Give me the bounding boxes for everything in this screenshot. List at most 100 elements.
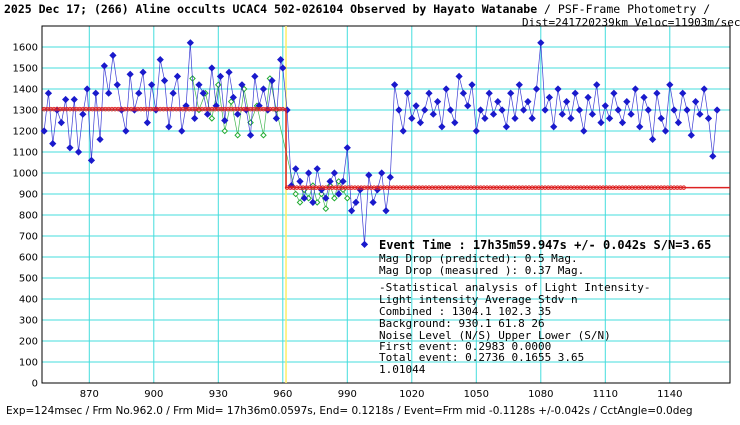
data-point: [360, 240, 369, 249]
data-point: [550, 123, 558, 131]
data-point: [640, 93, 648, 102]
y-tick-label: 400: [19, 295, 38, 306]
data-point: [221, 116, 229, 125]
data-point: [713, 106, 721, 114]
data-point: [292, 190, 300, 198]
data-point: [339, 177, 347, 186]
data-point: [666, 81, 674, 89]
data-point: [623, 97, 631, 106]
data-point: [636, 123, 644, 131]
chart-title: 2025 Dec 17; (266) Aline occults UCAC4 5…: [4, 2, 711, 16]
data-point: [203, 110, 212, 118]
data-point: [322, 194, 330, 202]
data-point: [143, 118, 151, 127]
data-point: [532, 85, 541, 93]
event-time: Event Time : 17h35m59.947s +/- 0.042s S/…: [379, 238, 711, 252]
data-point: [148, 81, 156, 89]
data-point: [588, 110, 597, 118]
data-point: [593, 81, 601, 89]
data-point: [335, 190, 343, 198]
data-point: [62, 95, 70, 104]
data-point: [283, 106, 291, 114]
data-point: [126, 70, 134, 78]
data-point: [433, 97, 442, 106]
data-point: [541, 106, 549, 114]
data-point: [260, 131, 267, 139]
data-point: [580, 127, 588, 135]
x-tick-label: 990: [338, 389, 357, 400]
data-point: [109, 51, 117, 60]
data-point: [696, 110, 704, 118]
data-point: [700, 85, 708, 93]
data-point: [83, 85, 91, 93]
noise-first: First event: 0.2983 0.0000: [379, 340, 551, 353]
data-point: [670, 106, 678, 114]
x-tick-label: 900: [144, 389, 163, 400]
y-tick-label: 300: [19, 316, 38, 327]
data-point: [687, 131, 695, 139]
data-point: [614, 106, 622, 114]
data-point: [683, 106, 691, 114]
data-point: [105, 89, 113, 97]
mag-drop-predicted: Mag Drop (predicted): 0.5 Mag.: [379, 252, 578, 265]
data-point: [113, 81, 121, 89]
data-point: [567, 114, 575, 123]
data-point: [498, 106, 506, 114]
data-point: [395, 106, 403, 114]
stat-background: Background: 930.1 61.8 26: [379, 317, 545, 330]
data-point: [545, 93, 554, 102]
data-point: [528, 114, 536, 123]
data-point: [511, 114, 519, 123]
mag-drop-measured: Mag Drop (measured ): 0.37 Mag.: [379, 264, 584, 277]
x-tick-label: 1110: [593, 389, 618, 400]
x-tick-label: 1080: [528, 389, 553, 400]
data-point: [386, 173, 394, 181]
data-point: [173, 72, 182, 81]
data-point: [494, 97, 502, 106]
data-point: [169, 89, 177, 97]
data-point: [481, 114, 489, 123]
data-point: [352, 198, 360, 207]
x-tick-label: 870: [80, 389, 99, 400]
data-point: [571, 89, 579, 97]
data-point: [403, 89, 412, 97]
data-point: [49, 139, 57, 148]
data-point: [74, 148, 83, 156]
y-tick-label: 200: [19, 337, 38, 348]
y-tick-label: 1600: [13, 43, 38, 54]
data-point: [309, 198, 317, 207]
data-point: [234, 110, 242, 118]
x-tick-label: 1050: [464, 389, 489, 400]
data-point: [644, 106, 652, 114]
data-point: [610, 89, 618, 97]
data-point: [272, 114, 280, 123]
data-point: [451, 118, 459, 127]
data-point: [343, 194, 351, 202]
data-point: [251, 72, 259, 81]
y-tick-label: 600: [19, 253, 38, 264]
fit-marker-post: [681, 185, 687, 190]
data-point: [214, 81, 222, 89]
data-point: [562, 97, 571, 106]
data-point: [139, 68, 147, 76]
data-point: [195, 81, 203, 89]
data-point: [459, 89, 468, 97]
y-tick-label: 1400: [13, 85, 38, 96]
data-point: [691, 97, 700, 106]
data-point: [399, 127, 407, 135]
chart-subtitle: / PSF-Frame Photometry /: [537, 2, 711, 16]
data-point: [292, 165, 300, 173]
data-point: [554, 85, 562, 93]
data-point: [304, 169, 313, 177]
data-point: [330, 169, 339, 177]
y-tick-label: 700: [19, 232, 38, 243]
data-point: [160, 76, 169, 85]
y-tick-label: 1300: [13, 106, 38, 117]
data-point: [156, 55, 164, 64]
data-point: [234, 131, 241, 139]
data-point: [227, 98, 235, 105]
y-tick-label: 0: [32, 379, 38, 390]
x-tick-label: 960: [273, 389, 292, 400]
data-point: [704, 114, 713, 123]
